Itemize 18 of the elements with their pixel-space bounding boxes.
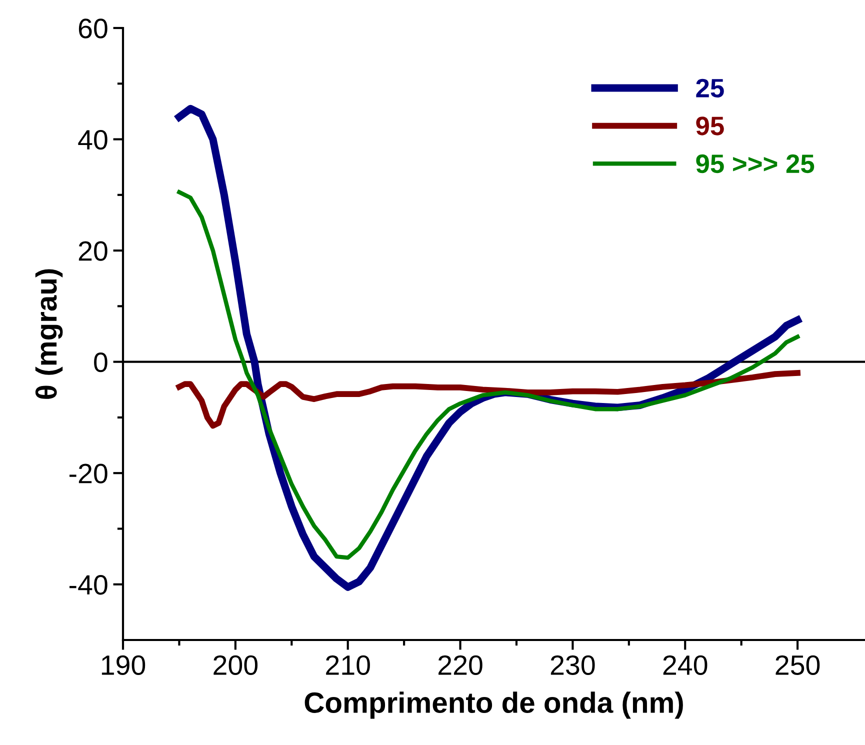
y-tick-label: 20 bbox=[78, 241, 108, 261]
x-tick-label: 240 bbox=[663, 655, 708, 675]
x-tick-label: 230 bbox=[550, 655, 595, 675]
legend-label: 95 >>> 25 bbox=[696, 154, 814, 174]
y-tick-label: 40 bbox=[78, 130, 108, 150]
y-axis-title: θ (mgrau) bbox=[35, 269, 63, 399]
x-tick-label: 210 bbox=[326, 655, 370, 675]
y-tick-label: -40 bbox=[70, 575, 108, 595]
legend-label: 95 bbox=[696, 116, 724, 136]
y-tick-label: 60 bbox=[78, 18, 108, 38]
y-tick-label: 0 bbox=[94, 352, 108, 372]
x-tick-label: 200 bbox=[214, 655, 258, 675]
x-tick-label: 190 bbox=[102, 655, 146, 675]
x-axis-title: Comprimento de onda (nm) bbox=[304, 692, 683, 719]
x-tick-label: 250 bbox=[776, 655, 820, 675]
legend-label: 25 bbox=[696, 78, 724, 98]
y-tick-label: -20 bbox=[70, 464, 108, 484]
x-tick-label: 220 bbox=[438, 655, 482, 675]
